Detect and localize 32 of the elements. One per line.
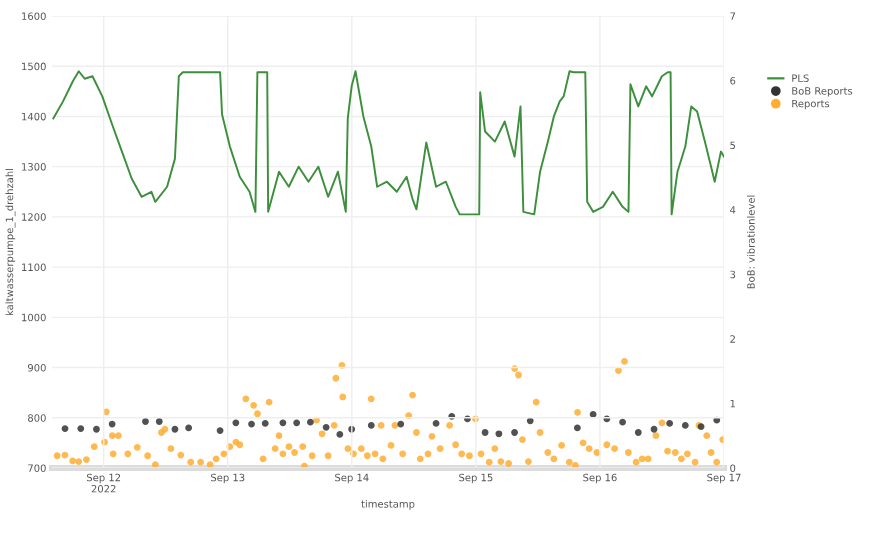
point <box>155 418 163 425</box>
point <box>108 420 116 428</box>
point <box>93 425 100 433</box>
point <box>634 429 642 436</box>
point <box>261 420 269 427</box>
point <box>511 429 518 436</box>
point <box>397 420 405 428</box>
point <box>142 418 149 425</box>
point <box>681 421 689 429</box>
point <box>248 420 255 428</box>
point <box>293 419 301 427</box>
point <box>367 421 375 429</box>
point <box>573 424 581 432</box>
point <box>432 420 440 427</box>
point <box>650 425 658 433</box>
point <box>589 411 597 418</box>
point <box>666 420 674 427</box>
point <box>171 425 179 433</box>
point <box>495 430 503 438</box>
point <box>216 427 224 434</box>
line-series <box>52 70 724 216</box>
point <box>61 425 69 433</box>
point <box>279 419 287 427</box>
point <box>336 431 344 438</box>
point <box>77 425 85 433</box>
point <box>619 418 626 426</box>
point <box>185 424 193 432</box>
point <box>232 419 240 427</box>
point <box>322 423 330 431</box>
point <box>481 429 489 436</box>
point <box>526 417 534 425</box>
point <box>306 418 314 426</box>
